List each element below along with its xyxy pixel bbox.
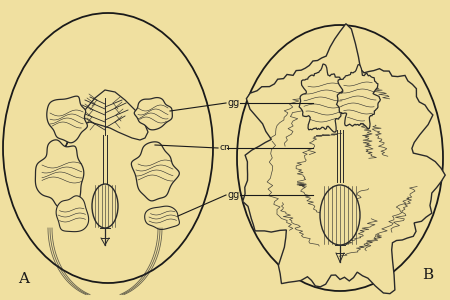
Polygon shape xyxy=(145,206,180,230)
Polygon shape xyxy=(337,64,380,129)
Ellipse shape xyxy=(320,185,360,245)
Text: A: A xyxy=(18,272,29,286)
Polygon shape xyxy=(131,142,179,201)
Ellipse shape xyxy=(237,25,443,291)
Polygon shape xyxy=(56,196,89,232)
Text: cn: cn xyxy=(219,143,230,152)
Polygon shape xyxy=(65,90,148,148)
Ellipse shape xyxy=(92,184,118,228)
Polygon shape xyxy=(134,98,172,130)
Text: gg: gg xyxy=(228,98,240,108)
Polygon shape xyxy=(47,96,87,143)
Polygon shape xyxy=(299,64,348,132)
Text: B: B xyxy=(422,268,433,282)
Text: gg: gg xyxy=(228,190,240,200)
Polygon shape xyxy=(243,24,445,294)
Ellipse shape xyxy=(3,13,213,283)
Polygon shape xyxy=(36,140,84,207)
